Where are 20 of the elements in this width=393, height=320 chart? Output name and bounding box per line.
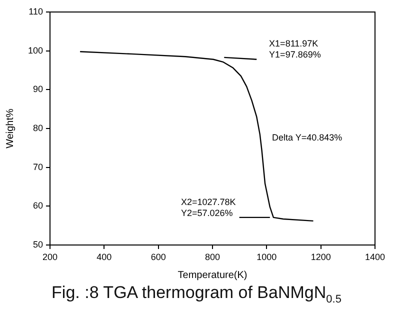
x-tick-label: 200 xyxy=(42,252,58,262)
x-tick-label: 1000 xyxy=(256,252,277,262)
y-tick-label: 60 xyxy=(32,200,43,211)
x-tick-label: 600 xyxy=(150,252,166,262)
x-tick-label: 1200 xyxy=(310,252,331,262)
annotation: Delta Y=40.843% xyxy=(272,132,342,143)
annotation: X1=811.97K Y1=97.869% xyxy=(269,38,321,60)
annotation: X2=1027.78K Y2=57.026% xyxy=(180,197,236,218)
y-tick-label: 90 xyxy=(32,84,43,94)
y-tick-label: 100 xyxy=(28,45,43,56)
y-tick-label: 70 xyxy=(32,162,43,172)
x-axis-title: Temperature(K) xyxy=(178,270,248,281)
text: Fig. :8 TGA thermogram of BaNMgN$_{0.5}$ xyxy=(50,283,342,306)
y-tick-label: 50 xyxy=(32,239,43,250)
x-tick-label: 400 xyxy=(96,252,112,262)
y-tick-label: 110 xyxy=(28,6,43,16)
x-tick-label: 800 xyxy=(204,252,220,262)
x-tick-label: 1400 xyxy=(364,252,386,262)
y-tick-label: 80 xyxy=(32,122,43,133)
y-axis-title: Weight% xyxy=(4,108,16,148)
